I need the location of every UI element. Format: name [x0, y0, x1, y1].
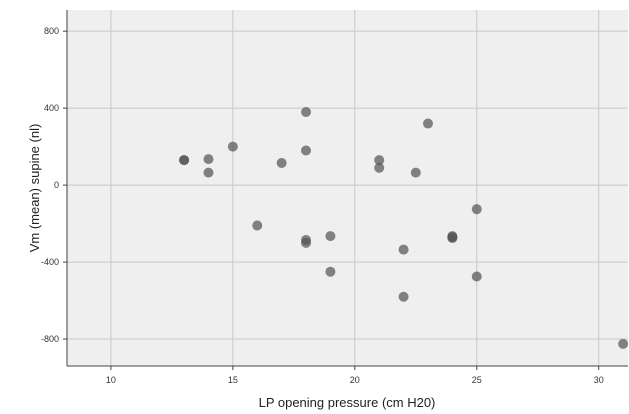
data-point: [325, 266, 336, 277]
data-point: [447, 232, 458, 243]
data-point: [471, 271, 482, 282]
data-point: [618, 338, 629, 349]
y-tick-label: -800: [41, 334, 59, 344]
data-point: [471, 204, 482, 215]
data-point: [398, 244, 409, 255]
plot-area: [67, 10, 628, 366]
data-point: [203, 154, 214, 165]
y-axis-ticks: 800 400 0 -400 -800: [41, 26, 67, 344]
data-point: [276, 157, 287, 168]
axes: [66, 10, 628, 367]
y-tick-label: -400: [41, 257, 59, 267]
grid-lines: [67, 10, 628, 366]
data-point: [203, 167, 214, 178]
data-point: [179, 155, 190, 166]
data-point: [410, 167, 421, 178]
x-tick-label: 10: [106, 375, 116, 385]
x-tick-label: 15: [228, 375, 238, 385]
data-point: [398, 291, 409, 302]
y-axis-title: Vm (mean) supine (nl): [27, 124, 42, 253]
data-point: [422, 118, 433, 129]
x-tick-label: 20: [350, 375, 360, 385]
data-point: [374, 155, 385, 166]
data-point: [301, 145, 312, 156]
x-axis-ticks: 10 15 20 25 30: [106, 366, 604, 385]
x-axis-title: LP opening pressure (cm H20): [259, 395, 436, 410]
data-point: [227, 141, 238, 152]
y-tick-label: 400: [44, 103, 59, 113]
x-tick-label: 25: [472, 375, 482, 385]
data-point: [301, 106, 312, 117]
data-point: [252, 220, 263, 231]
x-tick-label: 30: [594, 375, 604, 385]
data-point: [325, 231, 336, 242]
data-point: [301, 237, 312, 248]
y-tick-label: 0: [54, 180, 59, 190]
y-tick-label: 800: [44, 26, 59, 36]
data-point: [374, 162, 385, 173]
data-points: [179, 106, 629, 349]
